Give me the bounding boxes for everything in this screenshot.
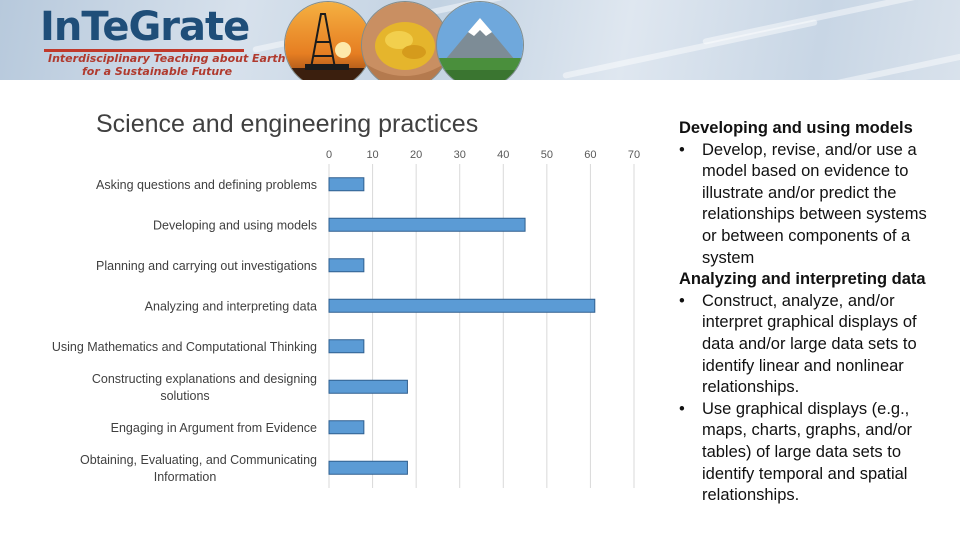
category-label: Constructing explanations and designing s… [92, 372, 317, 403]
category-labels: Asking questions and defining problems De… [52, 178, 317, 484]
x-axis-ticks: 0 10 20 30 40 50 60 70 [326, 149, 640, 161]
bar [328, 460, 408, 475]
logo-title: InTeGrate [40, 4, 250, 50]
bullet-item: Construct, analyze, and/or interpret gra… [679, 291, 939, 399]
x-tick-label: 10 [366, 149, 378, 161]
bar [328, 177, 365, 192]
category-label: Asking questions and defining problems [96, 178, 317, 192]
chart-gridlines [328, 164, 635, 488]
logo-tagline-line1: Interdisciplinary Teaching about Earth [48, 52, 286, 65]
logo-tagline-line2: for a Sustainable Future [82, 65, 233, 78]
x-tick-label: 40 [497, 149, 509, 161]
category-label: Developing and using models [153, 218, 317, 232]
x-tick-label: 70 [628, 149, 640, 161]
practices-description: Developing and using models Develop, revi… [679, 118, 939, 507]
bullet-item: Develop, revise, and/or use a model base… [679, 140, 939, 270]
snowy-mountain-photo [436, 1, 524, 80]
chart-title: Science and engineering practices [96, 110, 479, 138]
logo-underline [44, 49, 244, 52]
category-label: Obtaining, Evaluating, and Communicating… [80, 453, 317, 484]
bar [328, 258, 365, 273]
bar-chart: 0 10 20 30 40 50 60 70 Asking questions and def… [52, 149, 640, 488]
category-label: Using Mathematics and Computational Thin… [52, 340, 317, 354]
chart-bars [328, 177, 596, 475]
bar [328, 298, 596, 313]
bullet-item: Use graphical displays (e.g., maps, char… [679, 399, 939, 507]
bar [328, 379, 408, 394]
section-heading: Developing and using models [679, 119, 913, 137]
x-tick-label: 60 [584, 149, 596, 161]
bar [328, 339, 365, 354]
oil-rig-sunset-photo [284, 1, 372, 80]
x-tick-label: 50 [541, 149, 553, 161]
bar [328, 217, 526, 232]
x-tick-label: 20 [410, 149, 422, 161]
bar [328, 420, 365, 435]
section-heading: Analyzing and interpreting data [679, 270, 926, 289]
x-tick-label: 0 [326, 149, 332, 161]
corn-kernels-in-hands-photo [361, 1, 449, 80]
category-label: Planning and carrying out investigations [96, 259, 317, 273]
category-label: Analyzing and interpreting data [145, 299, 317, 313]
header-banner: InTeGrate Interdisciplinary Teaching abo… [0, 0, 960, 80]
x-tick-label: 30 [454, 149, 466, 161]
category-label: Engaging in Argument from Evidence [111, 421, 317, 435]
